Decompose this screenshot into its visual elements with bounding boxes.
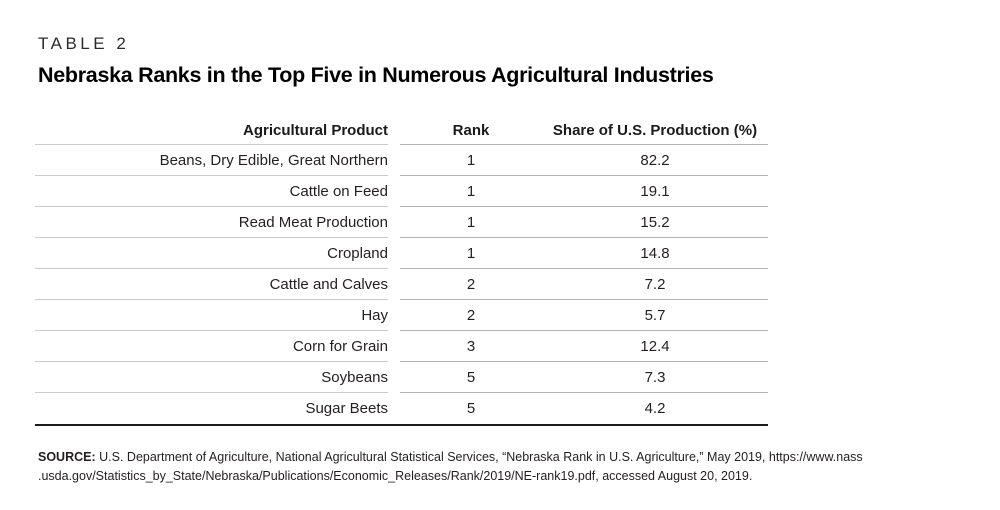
source-note: SOURCE: U.S. Department of Agriculture, …	[38, 448, 973, 487]
table-row: Cattle on Feed 1 19.1	[35, 176, 768, 207]
row-right-group: 3 12.4	[400, 331, 768, 362]
cell-share: 15.2	[640, 213, 670, 231]
column-gap	[388, 145, 400, 176]
column-header-share: Share of U.S. Production (%)	[552, 122, 758, 139]
cell-rank: 1	[466, 213, 476, 231]
column-header-rank: Rank	[452, 122, 490, 139]
row-right-group: 1 15.2	[400, 207, 768, 238]
cell-agricultural-product: Sugar Beets	[305, 400, 388, 417]
table-header-row: Agricultural Product Rank Share of U.S. …	[35, 117, 768, 145]
column-gap	[388, 176, 400, 207]
cell-agricultural-product: Read Meat Production	[35, 207, 388, 238]
cell-share: 82.2	[640, 151, 670, 169]
row-right-group: 2 5.7	[400, 300, 768, 331]
cell-rank: 5	[466, 400, 476, 417]
source-text-line2: .usda.gov/Statistics_by_State/Nebraska/P…	[38, 469, 753, 484]
table-row: Read Meat Production 1 15.2	[35, 207, 768, 238]
column-header-agricultural-product: Agricultural Product	[35, 117, 388, 145]
cell-rank: 1	[466, 151, 476, 169]
cell-share: 7.2	[644, 275, 666, 293]
cell-rank: 5	[466, 368, 476, 386]
cell-share: 14.8	[640, 244, 670, 262]
cell-rank: 2	[466, 275, 476, 293]
cell-rank: 1	[466, 244, 476, 262]
row-right-group: 1 19.1	[400, 176, 768, 207]
data-table: Agricultural Product Rank Share of U.S. …	[35, 117, 768, 426]
cell-share: 7.3	[644, 368, 666, 386]
table-row: Hay 2 5.7	[35, 300, 768, 331]
column-gap	[388, 269, 400, 300]
cell-rank: 2	[466, 306, 476, 324]
column-gap	[388, 207, 400, 238]
table-row: Corn for Grain 3 12.4	[35, 331, 768, 362]
column-gap	[388, 117, 400, 145]
cell-agricultural-product: Soybeans	[35, 362, 388, 393]
cell-agricultural-product: Corn for Grain	[35, 331, 388, 362]
cell-share: 5.7	[644, 306, 666, 324]
table-title: Nebraska Ranks in the Top Five in Numero…	[38, 63, 714, 87]
header-right-group: Rank Share of U.S. Production (%)	[400, 117, 768, 145]
cell-agricultural-product: Cattle and Calves	[35, 269, 388, 300]
cell-agricultural-product: Cropland	[35, 238, 388, 269]
column-gap	[388, 300, 400, 331]
table-row: Soybeans 5 7.3	[35, 362, 768, 393]
cell-share: 19.1	[640, 182, 670, 200]
column-gap	[388, 238, 400, 269]
row-right-group: 2 7.2	[400, 269, 768, 300]
column-gap	[388, 362, 400, 393]
cell-agricultural-product: Cattle on Feed	[35, 176, 388, 207]
cell-agricultural-product: Beans, Dry Edible, Great Northern	[35, 145, 388, 176]
column-gap	[388, 393, 400, 424]
cell-share: 4.2	[644, 400, 666, 417]
table-row: Cattle and Calves 2 7.2	[35, 269, 768, 300]
cell-rank: 1	[466, 182, 476, 200]
table-row: Cropland 1 14.8	[35, 238, 768, 269]
column-gap	[388, 331, 400, 362]
row-right-group: 5 4.2	[400, 393, 768, 424]
row-right-group: 1 14.8	[400, 238, 768, 269]
table-label: TABLE 2	[38, 34, 130, 53]
cell-agricultural-product: Hay	[35, 300, 388, 331]
cell-rank: 3	[466, 337, 476, 355]
table-row: Beans, Dry Edible, Great Northern 1 82.2	[35, 145, 768, 176]
row-right-group: 5 7.3	[400, 362, 768, 393]
table-row: Sugar Beets 5 4.2	[35, 393, 768, 424]
table-body: Beans, Dry Edible, Great Northern 1 82.2 Ca…	[35, 145, 768, 424]
source-text-line1: U.S. Department of Agriculture, National…	[99, 450, 863, 464]
row-right-group: 1 82.2	[400, 145, 768, 176]
cell-share: 12.4	[640, 337, 670, 355]
source-label: SOURCE:	[38, 450, 96, 464]
